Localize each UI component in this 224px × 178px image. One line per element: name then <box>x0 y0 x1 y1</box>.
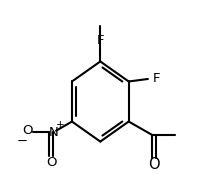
Text: O: O <box>46 156 56 169</box>
Text: −: − <box>16 135 28 148</box>
Text: O: O <box>22 124 33 137</box>
Text: F: F <box>153 72 160 85</box>
Text: O: O <box>148 157 160 172</box>
Text: F: F <box>97 34 104 47</box>
Text: +: + <box>56 120 65 130</box>
Text: N: N <box>49 126 58 139</box>
